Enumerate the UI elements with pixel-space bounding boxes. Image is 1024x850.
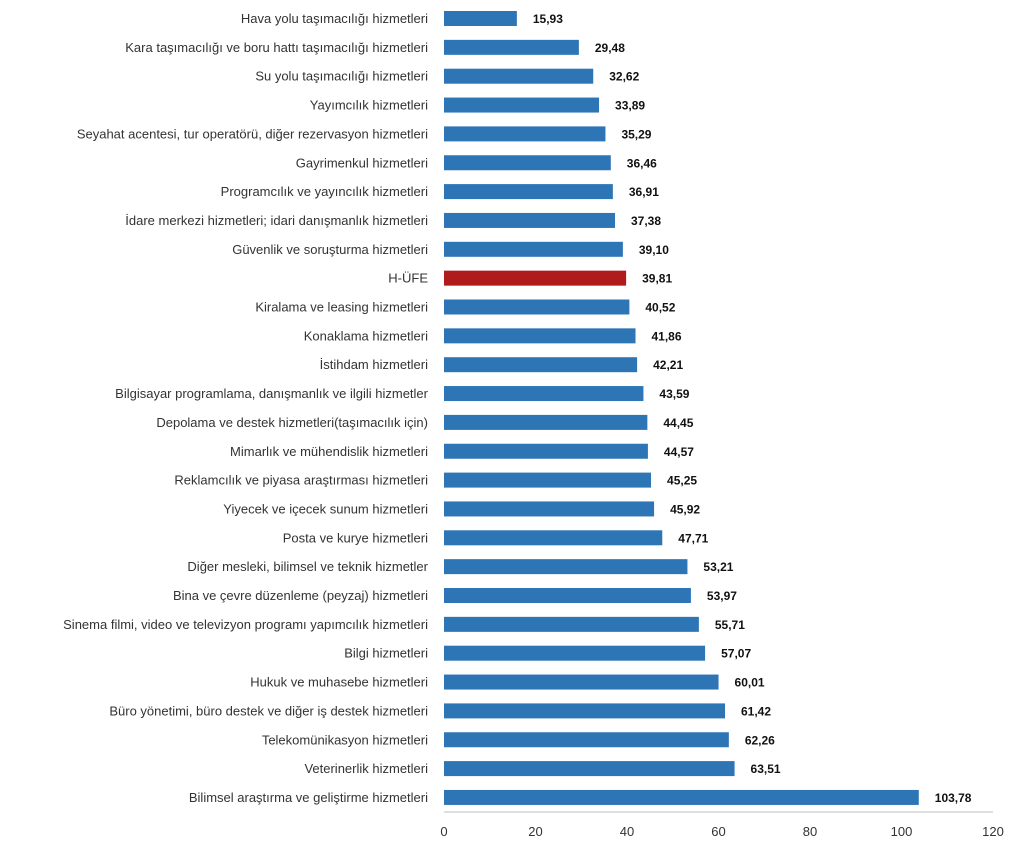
data-label: 43,59 [659,387,689,401]
x-tick-label: 20 [528,824,542,839]
bar [444,357,638,373]
bar [444,559,688,575]
category-label: Programcılık ve yayıncılık hizmetleri [221,184,428,199]
category-label: Reklamcılık ve piyasa araştırması hizmet… [174,473,428,488]
value-labels: 15,93 29,48 32,62 33,89 35,29 36,46 36,91 37,38… [533,12,972,805]
x-tick-label: 120 [982,824,1004,839]
x-tick-label: 60 [711,824,725,839]
bar [444,212,616,228]
category-label: Güvenlik ve soruşturma hizmetleri [232,242,428,257]
data-label: 36,46 [627,156,657,170]
data-label: 47,71 [678,531,708,545]
bar [444,11,517,26]
bar [444,588,691,603]
data-label: 39,10 [639,243,669,257]
bar [444,703,725,719]
category-label: Bilgi hizmetleri [344,646,428,661]
bar [444,761,735,777]
category-label: Mimarlık ve mühendislik hizmetleri [230,444,428,459]
category-label: Su yolu taşımacılığı hizmetleri [255,69,428,84]
bar [444,732,729,748]
category-label: Sinema filmi, video ve televizyon progra… [63,617,428,632]
bar [444,386,644,402]
category-label: Kiralama ve leasing hizmetleri [255,300,428,315]
data-label: 35,29 [621,127,651,141]
category-labels: Hava yolu taşımacılığı hizmetleri Kara ta… [63,11,429,805]
data-label: 44,45 [663,416,693,430]
data-label: 62,26 [745,733,775,747]
data-label: 29,48 [595,41,625,55]
category-label: Hukuk ve muhasebe hizmetleri [250,675,428,690]
category-label: Gayrimenkul hizmetleri [296,155,428,170]
category-label: Yayımcılık hizmetleri [310,98,428,113]
data-label: 15,93 [533,12,563,26]
data-label: 61,42 [741,704,771,718]
bar [444,39,579,55]
bar [444,155,611,171]
data-label: 41,86 [652,329,682,343]
category-label: Bina ve çevre düzenleme (peyzaj) hizmetl… [173,588,428,603]
bar [444,68,594,84]
data-label: 55,71 [715,618,745,632]
x-tick-label: 100 [891,824,913,839]
category-label: Posta ve kurye hizmetleri [283,530,428,545]
category-label: Bilgisayar programlama, danışmanlık ve i… [115,386,429,401]
x-axis-ticks: 0 20 40 60 80 100 120 [440,824,1003,839]
bar [444,299,630,315]
category-label: Kara taşımacılığı ve boru hattı taşımacı… [125,40,428,55]
bar [444,501,655,517]
data-label: 103,78 [935,791,972,805]
bar [444,184,613,200]
x-tick-label: 80 [803,824,817,839]
category-label: Depolama ve destek hizmetleri(taşımacılı… [156,415,428,430]
data-label: 53,97 [707,589,737,603]
data-label: 57,07 [721,647,751,661]
bar [444,616,699,632]
category-label: Konaklama hizmetleri [304,328,428,343]
category-label: Telekomünikasyon hizmetleri [262,732,428,747]
bar [444,530,663,546]
bars-group [444,11,919,805]
bar [444,645,706,661]
data-label: 37,38 [631,214,661,228]
data-label: 36,91 [629,185,659,199]
category-label: Büro yönetimi, büro destek ve diğer iş d… [109,703,428,718]
data-label: 40,52 [645,301,675,315]
data-label: 42,21 [653,358,683,372]
data-label: 33,89 [615,99,645,113]
bar [444,789,919,805]
x-tick-label: 40 [620,824,634,839]
data-label: 60,01 [735,676,765,690]
data-label: 63,51 [751,762,781,776]
category-label: Seyahat acentesi, tur operatörü, diğer r… [77,126,428,141]
bar [444,126,606,142]
category-label: Yiyecek ve içecek sunum hizmetleri [223,501,428,516]
category-label: Diğer mesleki, bilimsel ve teknik hizmet… [187,559,428,574]
category-label: İstihdam hizmetleri [320,357,428,372]
category-label: Hava yolu taşımacılığı hizmetleri [241,11,428,26]
bar [444,472,652,488]
x-tick-label: 0 [440,824,447,839]
data-label: 53,21 [703,560,733,574]
bar [444,97,600,113]
data-label: 45,25 [667,474,697,488]
bar [444,241,623,257]
category-label: Veterinerlik hizmetleri [304,761,428,776]
data-label: 45,92 [670,502,700,516]
bar [444,414,648,430]
data-label: 32,62 [609,70,639,84]
bar-highlight [444,270,627,286]
bar [444,443,648,459]
category-label: İdare merkezi hizmetleri; idari danışman… [125,213,428,228]
category-label: Bilimsel araştırma ve geliştirme hizmetl… [189,790,428,805]
category-label: H-ÜFE [388,271,428,286]
data-label: 44,57 [664,445,694,459]
bar [444,328,636,344]
data-label: 39,81 [642,272,672,286]
bar [444,674,719,690]
